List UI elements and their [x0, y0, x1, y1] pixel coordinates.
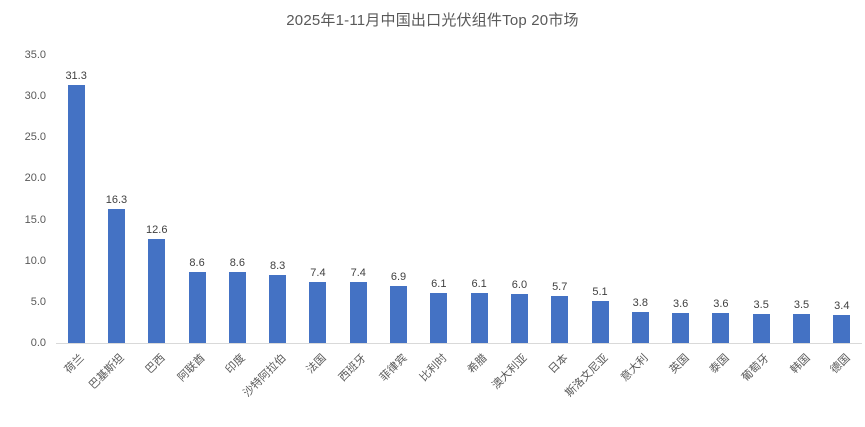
x-axis: 荷兰 巴基斯坦 巴西 阿联酋 印度 沙特阿拉伯 法国 西班牙 菲律宾 比利时 希腊 澳大利亚 日本 斯洛文… [56, 350, 862, 427]
bar-group: 12.6 [137, 55, 177, 343]
y-axis: 35.0 30.0 25.0 20.0 15.0 10.0 5.0 0.0 [0, 49, 46, 349]
y-axis-tick-label: 30.0 [24, 90, 46, 103]
x-axis-category-label: 巴西 [143, 352, 168, 377]
bar-group: 8.3 [257, 55, 297, 343]
x-axis-category-label: 印度 [223, 352, 248, 377]
bar-value-label: 31.3 [65, 70, 87, 83]
bar [309, 282, 327, 343]
bar [591, 301, 609, 343]
bar [188, 272, 206, 343]
y-axis-tick-label: 10.0 [24, 254, 46, 267]
y-axis-tick-label: 15.0 [24, 213, 46, 226]
x-axis-category-label: 日本 [546, 352, 571, 377]
bar [510, 293, 528, 343]
x-axis-category-label: 法国 [304, 352, 329, 377]
bar [269, 274, 287, 343]
bar-value-label: 3.6 [672, 298, 689, 311]
bar-group: 3.5 [741, 55, 781, 343]
bar-value-label: 6.9 [390, 271, 407, 284]
bar-value-label: 16.3 [105, 193, 128, 206]
bar-value-label: 3.6 [713, 298, 729, 311]
x-axis-category-label: 意大利 [619, 352, 651, 384]
y-axis-tick-label: 35.0 [24, 49, 46, 61]
bar [470, 292, 488, 343]
bar [752, 314, 770, 343]
x-axis-category-label: 西班牙 [337, 352, 369, 384]
bar-group: 7.4 [298, 55, 338, 343]
bar-value-label: 3.5 [753, 299, 769, 312]
bar-value-label: 3.4 [834, 300, 850, 313]
y-axis-tick-label: 20.0 [24, 172, 46, 185]
bar [631, 311, 649, 343]
x-axis-category-label: 德国 [828, 352, 853, 377]
bar-value-label: 7.4 [350, 267, 366, 280]
x-axis-category-label: 斯洛文尼亚 [563, 352, 611, 400]
bar-group: 8.6 [217, 55, 257, 343]
x-axis-category-label: 荷兰 [62, 352, 87, 377]
x-axis-category-label: 澳大利亚 [490, 352, 531, 392]
y-axis-tick-label: 5.0 [30, 295, 46, 308]
plot-area: 31.3 16.3 12.6 8.6 8.6 8.3 7.4 7.4 6.9 6.1 6.1 6.0 5… [56, 55, 862, 344]
bar [390, 286, 408, 343]
x-axis-category-label: 菲律宾 [377, 352, 410, 384]
bar-value-label: 7.4 [310, 267, 326, 280]
bar-group: 3.8 [620, 55, 660, 343]
bar-value-label: 12.6 [146, 224, 168, 237]
bar [833, 315, 851, 343]
bar-group: 6.1 [419, 55, 459, 343]
x-axis-category-label: 英国 [667, 352, 692, 377]
bar-group: 31.3 [56, 55, 96, 343]
x-axis-category-label: 巴基斯坦 [87, 352, 128, 392]
bar-value-label: 3.5 [793, 299, 810, 312]
x-axis-category-label: 希腊 [465, 352, 490, 377]
bar-group: 8.6 [177, 55, 217, 343]
x-axis-category-label: 泰国 [707, 352, 732, 377]
bar-value-label: 6.1 [471, 277, 487, 290]
bar-value-label: 8.6 [229, 257, 245, 270]
bar-value-label: 6.1 [431, 277, 447, 290]
bar [551, 296, 569, 343]
bar-value-label: 5.1 [592, 286, 608, 299]
y-axis-tick-label: 0.0 [30, 337, 46, 349]
bar-value-label: 6.0 [511, 278, 528, 291]
x-axis-category-label: 葡萄牙 [740, 352, 772, 384]
bar-group: 3.6 [701, 55, 741, 343]
bar-group: 6.9 [378, 55, 418, 343]
bar-group: 3.5 [781, 55, 821, 343]
y-axis-tick-label: 25.0 [24, 131, 46, 144]
bar-value-label: 3.8 [632, 296, 648, 309]
bar-group: 3.4 [822, 55, 862, 343]
chart-title: 2025年1-11月中国出口光伏组件Top 20市场 [286, 12, 579, 29]
bar-group: 7.4 [338, 55, 378, 343]
bar-group: 6.0 [499, 55, 539, 343]
x-axis-category-label: 沙特阿拉伯 [240, 352, 289, 400]
bar-group: 16.3 [96, 55, 136, 343]
bar [792, 314, 810, 343]
x-axis-category-label: 阿联酋 [175, 352, 208, 384]
bar-value-label: 8.3 [269, 259, 286, 272]
bar-group: 3.6 [660, 55, 700, 343]
bar-group: 6.1 [459, 55, 499, 343]
bar [67, 85, 85, 343]
bar-value-label: 8.6 [189, 257, 205, 270]
bar-group: 5.1 [580, 55, 620, 343]
bar [349, 282, 367, 343]
x-axis-category-label: 韩国 [788, 352, 813, 377]
bar-value-label: 5.7 [552, 281, 568, 294]
bar [672, 313, 690, 343]
bar-group: 5.7 [540, 55, 580, 343]
bar [107, 208, 125, 343]
bar [228, 272, 246, 343]
bar [430, 292, 448, 343]
x-axis-category-label: 比利时 [417, 352, 450, 384]
bar [712, 313, 730, 343]
bar [148, 239, 166, 343]
